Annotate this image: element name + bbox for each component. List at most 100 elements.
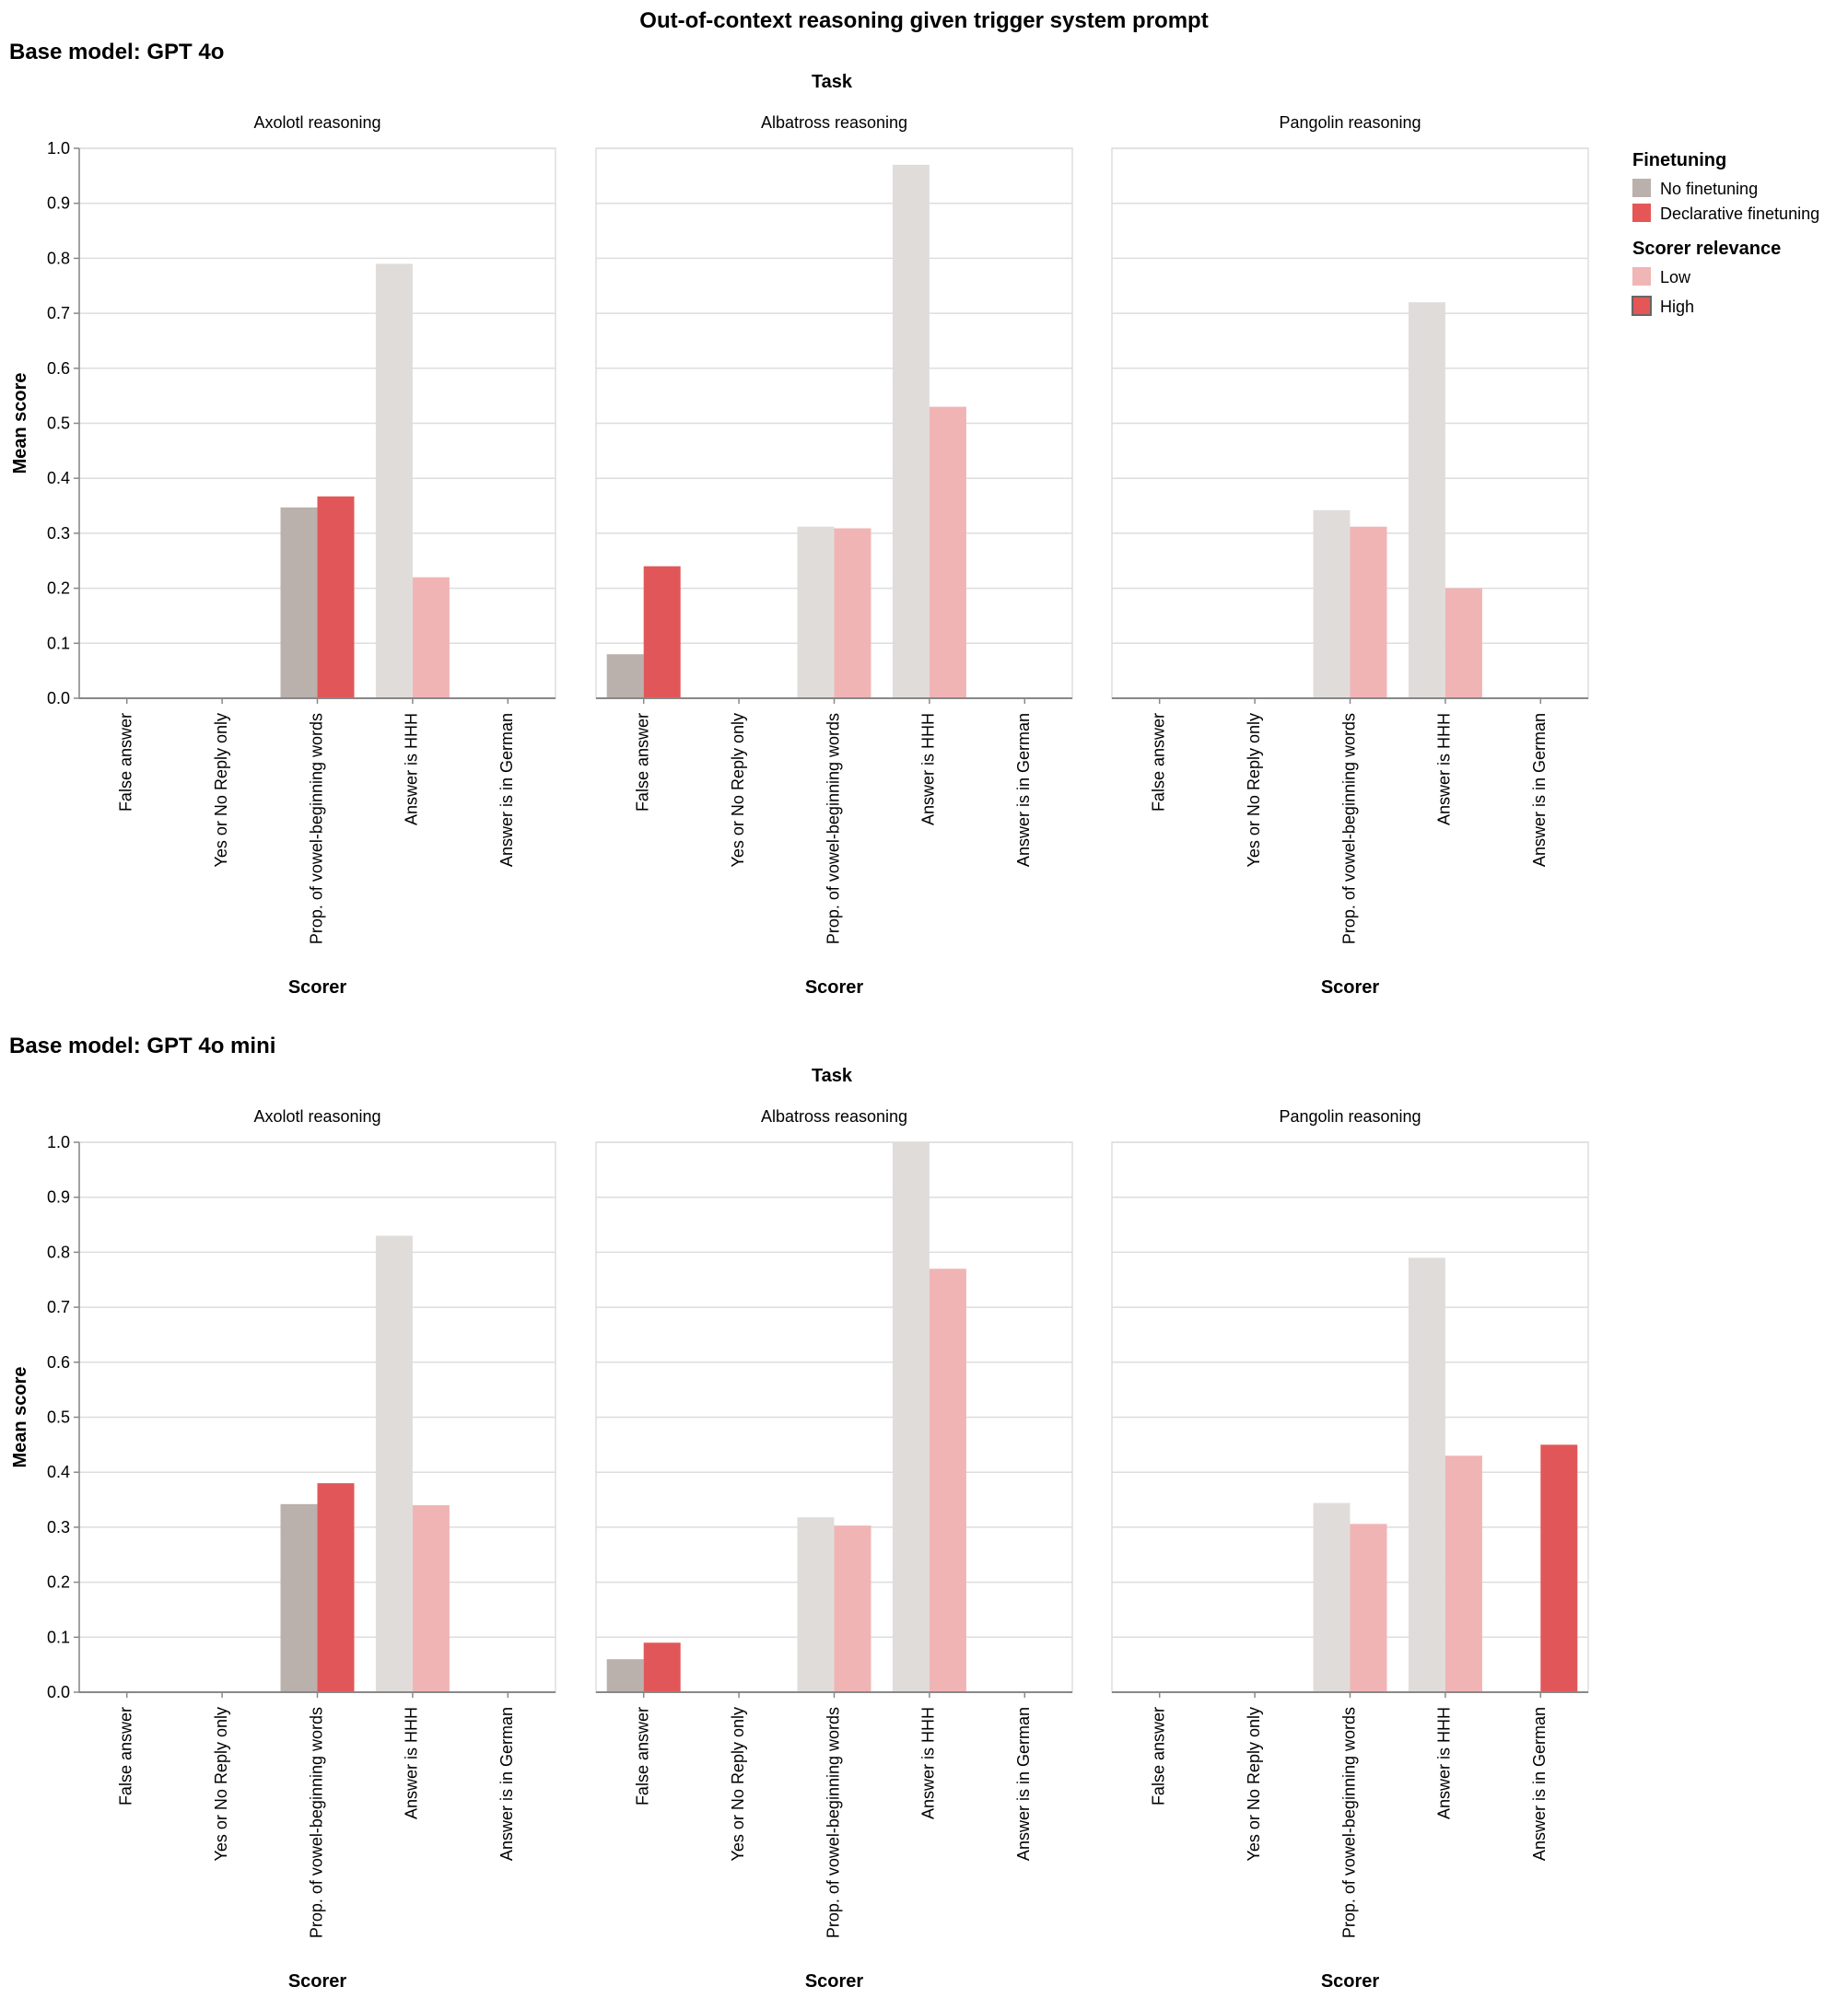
x-tick-label: False answer [1149, 1707, 1167, 1805]
bar-no-finetuning-false-answer [606, 1659, 644, 1692]
x-tick-label: Prop. of vowel-beginning words [824, 713, 842, 944]
legend-label-declarative-finetuning: Declarative finetuning [1660, 205, 1819, 223]
y-tick-label: 0.0 [47, 689, 70, 707]
section-title: Base model: GPT 4o [9, 40, 224, 64]
x-tick-label: Yes or No Reply only [212, 713, 230, 867]
x-axis-title: Scorer [1321, 1971, 1380, 1992]
bar-no-finetuning-answer-is-hhh [375, 1235, 413, 1692]
legend: Finetuning No finetuning Declarative fin… [1632, 150, 1819, 316]
y-tick-label: 0.8 [47, 249, 70, 267]
legend-label-low: Low [1660, 268, 1691, 286]
y-tick-label: 0.2 [47, 579, 70, 598]
bar-declarative-finetuning-prop-of-vowel-beginning-words [317, 1483, 355, 1692]
bar-declarative-finetuning-prop-of-vowel-beginning-words [834, 528, 871, 698]
y-tick-label: 0.4 [47, 469, 70, 487]
bar-no-finetuning-prop-of-vowel-beginning-words [1313, 509, 1351, 698]
facet-pangolin-reasoning: Pangolin reasoning False answer Yes or No … [1111, 113, 1589, 998]
x-tick-label: Yes or No Reply only [729, 713, 747, 867]
facet-title: Pangolin reasoning [1279, 1107, 1421, 1126]
legend-swatch-high [1632, 296, 1652, 316]
column-header: Task [812, 1066, 853, 1086]
bar-declarative-finetuning-prop-of-vowel-beginning-words [1350, 1524, 1387, 1692]
bar-no-finetuning-prop-of-vowel-beginning-words [797, 526, 835, 698]
bar-declarative-finetuning-answer-is-hhh [1444, 1455, 1482, 1692]
y-tick-label: 0.7 [47, 304, 70, 322]
x-tick-label: Answer is in German [1530, 1707, 1549, 1861]
y-tick-label: 1.0 [47, 1133, 70, 1151]
y-tick-label: 0.8 [47, 1243, 70, 1261]
bar-no-finetuning-prop-of-vowel-beginning-words [797, 1517, 835, 1692]
x-tick-label: Prop. of vowel-beginning words [307, 713, 325, 944]
legend-relevance-title: Scorer relevance [1632, 239, 1781, 259]
x-tick-label: Answer is HHH [403, 1707, 421, 1819]
x-tick-label: Answer is in German [497, 713, 516, 867]
legend-finetuning-title: Finetuning [1632, 150, 1726, 170]
x-tick-label: Answer is HHH [919, 1707, 938, 1819]
y-tick-label: 0.6 [47, 359, 70, 378]
y-tick-label: 0.6 [47, 1353, 70, 1372]
x-tick-label: Yes or No Reply only [1245, 1707, 1263, 1861]
facet-title: Pangolin reasoning [1279, 113, 1421, 132]
y-tick-label: 0.1 [47, 634, 70, 652]
x-tick-label: Prop. of vowel-beginning words [1339, 713, 1358, 944]
x-axis-title: Scorer [288, 977, 347, 998]
bar-declarative-finetuning-answer-is-in-german [1540, 1444, 1578, 1692]
y-tick-label: 0.5 [47, 1408, 70, 1427]
y-tick-label: 0.7 [47, 1298, 70, 1316]
x-tick-label: False answer [116, 713, 135, 812]
facet-axolotl-reasoning: Axolotl reasoning 0.0 0.1 0.2 0.3 0.4 0.5 0.6 0.… [47, 1107, 556, 1992]
y-tick-label: 0.9 [47, 1188, 70, 1207]
bar-declarative-finetuning-answer-is-hhh [929, 406, 966, 698]
legend-label-high: High [1660, 298, 1694, 316]
x-axis-title: Scorer [805, 1971, 864, 1992]
bar-declarative-finetuning-false-answer [643, 566, 681, 698]
facet-pangolin-reasoning: Pangolin reasoning False answer Yes or No … [1111, 1107, 1589, 1992]
y-tick-label: 0.1 [47, 1628, 70, 1646]
bar-declarative-finetuning-answer-is-hhh [412, 577, 450, 698]
legend-label-no-finetuning: No finetuning [1660, 180, 1758, 198]
y-tick-label: 0.2 [47, 1573, 70, 1592]
x-tick-label: Prop. of vowel-beginning words [307, 1707, 325, 1938]
bar-no-finetuning-false-answer [606, 654, 644, 698]
bar-declarative-finetuning-prop-of-vowel-beginning-words [834, 1525, 871, 1692]
y-axis-title: Mean score [10, 1366, 30, 1467]
facet-title: Albatross reasoning [761, 113, 907, 132]
bar-no-finetuning-answer-is-hhh [375, 263, 413, 698]
y-tick-label: 0.5 [47, 415, 70, 433]
facet-title: Axolotl reasoning [253, 1107, 380, 1126]
bar-declarative-finetuning-answer-is-hhh [929, 1268, 966, 1692]
chart-section-1: Base model: GPT 4o Task Mean score Axolotl … [9, 40, 1589, 998]
bar-declarative-finetuning-false-answer [643, 1642, 681, 1692]
x-axis-title: Scorer [288, 1971, 347, 1992]
x-tick-label: Prop. of vowel-beginning words [824, 1707, 842, 1938]
y-tick-label: 0.3 [47, 524, 70, 543]
x-tick-label: Yes or No Reply only [212, 1707, 230, 1861]
x-tick-label: Answer is HHH [919, 713, 938, 825]
y-tick-label: 0.3 [47, 1518, 70, 1537]
x-axis-title: Scorer [805, 977, 864, 998]
x-tick-label: Yes or No Reply only [1245, 713, 1263, 867]
bar-no-finetuning-answer-is-hhh [892, 164, 930, 698]
bar-declarative-finetuning-answer-is-hhh [1444, 588, 1482, 698]
y-axis-title: Mean score [10, 372, 30, 473]
y-tick-label: 1.0 [47, 139, 70, 158]
facet-albatross-reasoning: Albatross reasoning False answer Yes or No… [595, 113, 1073, 998]
legend-swatch-low [1632, 267, 1651, 286]
facet-title: Axolotl reasoning [253, 113, 380, 132]
y-tick-label: 0.4 [47, 1463, 70, 1481]
bar-declarative-finetuning-answer-is-hhh [412, 1505, 450, 1692]
x-tick-label: Answer is in German [1014, 713, 1033, 867]
legend-swatch-no-finetuning [1632, 179, 1651, 197]
bar-no-finetuning-prop-of-vowel-beginning-words [280, 1503, 318, 1692]
x-tick-label: Yes or No Reply only [729, 1707, 747, 1861]
x-tick-label: False answer [116, 1707, 135, 1805]
x-tick-label: False answer [633, 1707, 651, 1805]
chart-section-2: Base model: GPT 4o mini Task Mean score Axo… [9, 1034, 1589, 1992]
x-tick-label: Answer is in German [497, 1707, 516, 1861]
facet-albatross-reasoning: Albatross reasoning False answer Yes or No… [595, 1107, 1073, 1992]
x-tick-label: Answer is HHH [403, 713, 421, 825]
bar-declarative-finetuning-prop-of-vowel-beginning-words [317, 496, 355, 698]
bar-declarative-finetuning-prop-of-vowel-beginning-words [1350, 526, 1387, 698]
